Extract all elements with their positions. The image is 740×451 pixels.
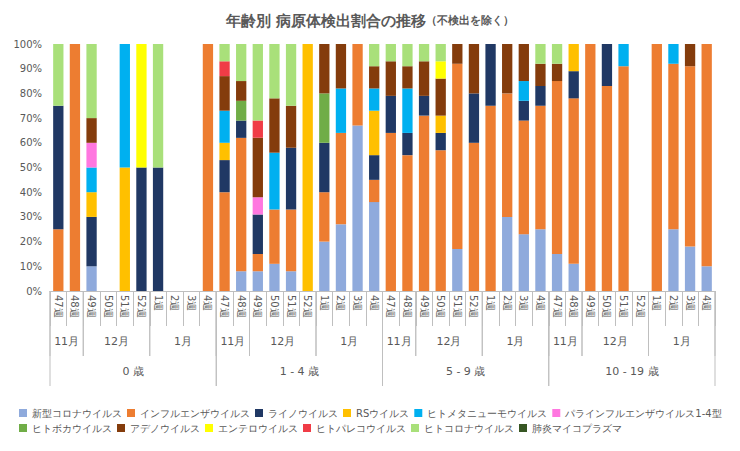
svg-text:年齢別 病原体検出割合の推移: 年齢別 病原体検出割合の推移 xyxy=(225,12,426,30)
svg-text:90%: 90% xyxy=(20,63,42,74)
svg-text:51週: 51週 xyxy=(119,295,130,318)
svg-text:12月: 12月 xyxy=(437,335,462,348)
svg-text:3週: 3週 xyxy=(186,295,197,311)
svg-text:パラインフルエンザウイルス1-4型: パラインフルエンザウイルス1-4型 xyxy=(564,408,721,419)
svg-text:1週: 1週 xyxy=(319,295,330,311)
svg-text:0%: 0% xyxy=(26,286,42,297)
svg-text:48週: 48週 xyxy=(402,295,413,318)
svg-text:70%: 70% xyxy=(20,113,42,124)
svg-text:2週: 2週 xyxy=(335,295,346,311)
svg-text:49週: 49週 xyxy=(86,295,97,318)
svg-text:4週: 4週 xyxy=(535,295,546,311)
svg-text:51週: 51週 xyxy=(452,295,463,318)
svg-text:1月: 1月 xyxy=(174,335,192,348)
svg-text:51週: 51週 xyxy=(286,295,297,318)
svg-text:12月: 12月 xyxy=(603,335,628,348)
svg-text:2週: 2週 xyxy=(668,295,679,311)
svg-text:52週: 52週 xyxy=(635,295,646,318)
svg-text:5 - 9 歳: 5 - 9 歳 xyxy=(446,365,485,378)
svg-text:52週: 52週 xyxy=(302,295,313,318)
svg-text:4週: 4週 xyxy=(701,295,712,311)
svg-text:49週: 49週 xyxy=(252,295,263,318)
svg-text:ヒトコロナウイルス: ヒトコロナウイルス xyxy=(424,423,514,434)
svg-text:アデノウイルス: アデノウイルス xyxy=(130,423,200,434)
svg-text:50週: 50週 xyxy=(435,295,446,318)
svg-text:49週: 49週 xyxy=(419,295,430,318)
svg-text:1週: 1週 xyxy=(651,295,662,311)
svg-text:1週: 1週 xyxy=(485,295,496,311)
svg-text:52週: 52週 xyxy=(468,295,479,318)
svg-text:11月: 11月 xyxy=(54,335,79,348)
svg-text:0 歳: 0 歳 xyxy=(122,365,144,378)
svg-text:11月: 11月 xyxy=(553,335,578,348)
svg-text:48週: 48週 xyxy=(69,295,80,318)
svg-text:12月: 12月 xyxy=(270,335,295,348)
svg-text:1月: 1月 xyxy=(340,335,358,348)
svg-text:11月: 11月 xyxy=(220,335,245,348)
svg-text:47週: 47週 xyxy=(53,295,64,318)
svg-text:50週: 50週 xyxy=(269,295,280,318)
svg-text:48週: 48週 xyxy=(568,295,579,318)
svg-text:2週: 2週 xyxy=(169,295,180,311)
svg-text:1週: 1週 xyxy=(153,295,164,311)
svg-text:10 - 19 歳: 10 - 19 歳 xyxy=(605,365,658,378)
svg-text:3週: 3週 xyxy=(518,295,529,311)
svg-text:52週: 52週 xyxy=(136,295,147,318)
svg-text:60%: 60% xyxy=(20,137,42,148)
svg-text:47週: 47週 xyxy=(385,295,396,318)
svg-text:1月: 1月 xyxy=(673,335,691,348)
svg-text:50%: 50% xyxy=(20,162,42,173)
svg-text:50週: 50週 xyxy=(601,295,612,318)
svg-text:30%: 30% xyxy=(20,211,42,222)
svg-text:インフルエンザウイルス: インフルエンザウイルス xyxy=(140,408,250,419)
svg-text:10%: 10% xyxy=(20,261,42,272)
svg-text:ライノウイルス: ライノウイルス xyxy=(268,408,338,419)
svg-text:ヒトボカウイルス: ヒトボカウイルス xyxy=(32,423,112,434)
svg-text:12月: 12月 xyxy=(104,335,129,348)
svg-text:40%: 40% xyxy=(20,187,42,198)
svg-text:肺炎マイコプラズマ: 肺炎マイコプラズマ xyxy=(532,423,622,434)
svg-text:47週: 47週 xyxy=(552,295,563,318)
svg-text:11月: 11月 xyxy=(387,335,412,348)
svg-text:3週: 3週 xyxy=(685,295,696,311)
svg-text:100%: 100% xyxy=(13,39,42,50)
svg-text:2週: 2週 xyxy=(502,295,513,311)
svg-text:1 - 4 歳: 1 - 4 歳 xyxy=(280,365,319,378)
svg-text:20%: 20% xyxy=(20,236,42,247)
svg-text:4週: 4週 xyxy=(202,295,213,311)
svg-text:4週: 4週 xyxy=(369,295,380,311)
svg-text:エンテロウイルス: エンテロウイルス xyxy=(218,423,298,434)
svg-text:48週: 48週 xyxy=(236,295,247,318)
svg-text:3週: 3週 xyxy=(352,295,363,311)
svg-text:新型コロナウイルス: 新型コロナウイルス xyxy=(32,408,122,419)
svg-text:49週: 49週 xyxy=(585,295,596,318)
svg-text:ヒトパレコウイルス: ヒトパレコウイルス xyxy=(316,423,406,434)
svg-text:47週: 47週 xyxy=(219,295,230,318)
svg-text:1月: 1月 xyxy=(507,335,525,348)
svg-text:ヒトメタニューモウイルス: ヒトメタニューモウイルス xyxy=(427,408,547,419)
svg-text:50週: 50週 xyxy=(103,295,114,318)
svg-text:RSウイルス: RSウイルス xyxy=(356,408,409,419)
svg-text:80%: 80% xyxy=(20,88,42,99)
svg-text:51週: 51週 xyxy=(618,295,629,318)
svg-text:（不検出を除く）: （不検出を除く） xyxy=(426,14,514,27)
